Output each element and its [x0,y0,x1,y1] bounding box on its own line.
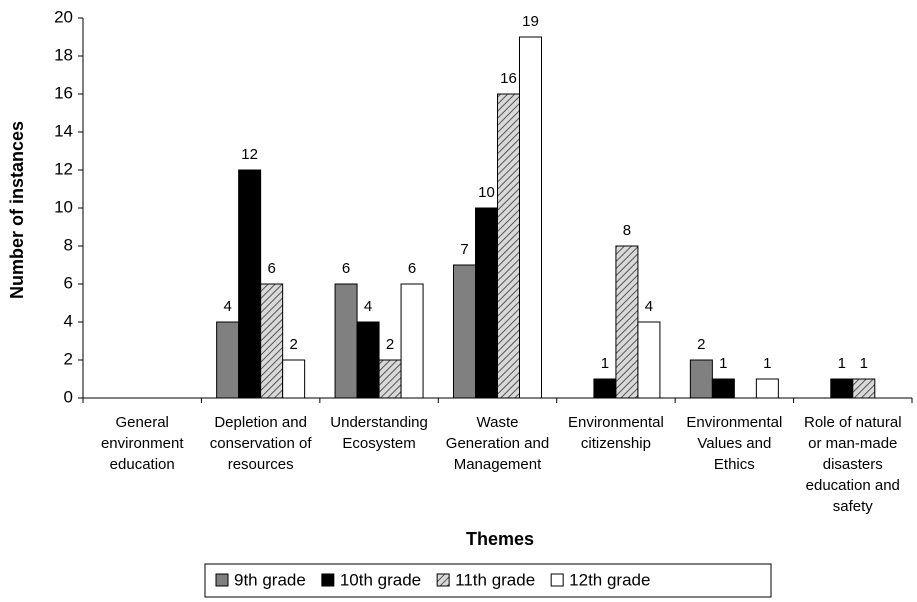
legend-label: 11th grade [455,570,535,589]
y-tick-label: 18 [54,45,73,64]
y-tick-label: 10 [54,197,73,216]
y-tick-label: 4 [64,311,73,330]
bar [830,378,854,399]
y-tick-label: 8 [64,235,73,254]
data-label: 2 [386,336,394,353]
legend-swatch [436,573,450,587]
data-label: 6 [342,260,350,277]
y-tick-label: 6 [64,273,73,292]
bar [615,245,639,399]
data-label: 6 [267,260,275,277]
data-label: 1 [601,355,609,372]
y-axis-title: Number of instances [7,121,27,299]
x-tick-label: Role of natural or man-made disasters ed… [803,414,902,515]
legend-swatch [321,573,335,587]
data-label: 6 [408,260,416,277]
bar [238,169,262,399]
x-tick-label: Waste Generation and Management [445,414,550,473]
y-tick-label: 14 [54,121,73,140]
x-tick-label: Depletion and conservation of resources [209,414,312,473]
data-label: 1 [719,355,727,372]
legend-label: 12th grade [569,570,650,589]
bar [260,283,284,399]
legend-swatch [215,573,229,587]
y-tick-label: 16 [54,83,73,102]
bar [475,207,498,399]
x-tick-label: Environmental citizenship [567,414,664,452]
bar [755,378,779,399]
legend-swatch [550,573,564,587]
data-label: 8 [623,222,631,239]
data-label: 12 [241,146,258,163]
bar [852,378,876,399]
data-label: 1 [860,355,868,372]
bar [593,378,617,399]
bar [711,378,735,399]
data-label: 2 [697,336,705,353]
data-label: 4 [364,298,372,315]
data-label: 2 [289,336,297,353]
bar [497,93,520,399]
x-axis-title: Themes [466,529,534,549]
data-label: 10 [478,184,495,201]
data-label: 16 [500,70,517,87]
data-label: 4 [645,298,653,315]
legend-label: 9th grade [234,570,306,589]
bar [334,283,358,399]
bar [637,321,661,399]
legend-label: 10th grade [340,570,421,589]
x-tick-label: Environmental Values and Ethics [686,414,783,473]
bar [400,283,424,399]
y-tick-label: 2 [64,349,73,368]
bar [216,321,240,399]
data-label: 19 [522,13,539,30]
y-tick-label: 12 [54,159,73,178]
x-tick-label: General environment education [100,414,184,473]
y-tick-label: 0 [64,387,73,406]
bar [689,359,713,399]
bar [378,359,402,399]
data-label: 1 [838,355,846,372]
bar [282,359,306,399]
bar [356,321,380,399]
y-tick-label: 20 [54,7,73,26]
bar [453,264,476,399]
x-tick-label: Understanding Ecosystem [330,414,428,452]
bar [519,36,542,399]
data-label: 1 [763,355,771,372]
data-label: 4 [223,298,231,315]
legend-box [204,563,772,598]
data-label: 7 [460,241,468,258]
